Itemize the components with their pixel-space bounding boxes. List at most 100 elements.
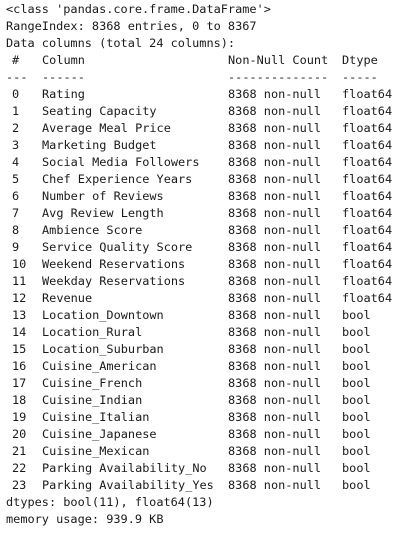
row-dtype: bool [342, 393, 371, 407]
row-nonnull-count: 8368 non-null [228, 223, 322, 237]
row-column-name: Cuisine_Japanese [42, 427, 157, 441]
row-nonnull-count: 8368 non-null [228, 325, 322, 339]
row-dtype: bool [342, 376, 371, 390]
row-nonnull-count: 8368 non-null [228, 257, 322, 271]
row-nonnull-count: 8368 non-null [228, 444, 322, 458]
row-column-name: Cuisine_Mexican [42, 444, 150, 458]
table-row: 1 Seating Capacity 8368 non-null float64 [6, 103, 396, 120]
table-row: 9 Service Quality Score 8368 non-null float… [6, 239, 396, 256]
row-nonnull-count: 8368 non-null [228, 189, 322, 203]
table-row: 3 Marketing Budget 8368 non-null float64 [6, 137, 396, 154]
row-index: 22 [12, 461, 27, 475]
row-dtype: bool [342, 308, 371, 322]
row-column-name: Location_Suburban [42, 342, 164, 356]
row-index: 15 [12, 342, 27, 356]
row-dtype: bool [342, 461, 371, 475]
row-index: 10 [12, 257, 27, 271]
memory-usage-line: memory usage: 939.9 KB [6, 512, 164, 526]
row-dtype: bool [342, 444, 371, 458]
header-nonnull: Non-Null Count [228, 53, 329, 67]
row-index: 12 [12, 291, 27, 305]
row-column-name: Cuisine_American [42, 359, 157, 373]
row-dtype: bool [342, 427, 371, 441]
row-column-name: Parking Availability_Yes [42, 478, 214, 492]
row-dtype: bool [342, 342, 371, 356]
row-nonnull-count: 8368 non-null [228, 121, 322, 135]
row-column-name: Ambience Score [42, 223, 143, 237]
row-index: 16 [12, 359, 27, 373]
table-row: 6 Number of Reviews 8368 non-null float64 [6, 188, 396, 205]
row-index: 21 [12, 444, 27, 458]
table-row: 4 Social Media Followers 8368 non-null floa… [6, 154, 396, 171]
row-dtype: bool [342, 325, 371, 339]
dtypes-line: dtypes: bool(11), float64(13) [6, 495, 214, 509]
row-index: 14 [12, 325, 27, 339]
underline-dtype: ----- [342, 70, 378, 84]
row-dtype: float64 [342, 240, 393, 254]
row-index: 4 [12, 155, 20, 169]
data-columns-line: Data columns (total 24 columns): [6, 36, 236, 50]
class-line: <class 'pandas.core.frame.DataFrame'> [6, 2, 271, 16]
row-nonnull-count: 8368 non-null [228, 342, 322, 356]
row-nonnull-count: 8368 non-null [228, 155, 322, 169]
row-index: 1 [12, 104, 20, 118]
row-column-name: Weekend Reservations [42, 257, 186, 271]
row-column-name: Avg Review Length [42, 206, 164, 220]
row-column-name: Marketing Budget [42, 138, 157, 152]
table-row: 20 Cuisine_Japanese 8368 non-null bool [6, 426, 396, 443]
row-index: 9 [12, 240, 20, 254]
table-row: 13 Location_Downtown 8368 non-null bool [6, 307, 396, 324]
row-dtype: float64 [342, 223, 393, 237]
row-column-name: Location_Rural [42, 325, 143, 339]
row-column-name: Average Meal Price [42, 121, 171, 135]
row-dtype: float64 [342, 291, 393, 305]
table-row: 15 Location_Suburban 8368 non-null bool [6, 341, 396, 358]
table-row: 2 Average Meal Price 8368 non-null float64 [6, 120, 396, 137]
header-row: # Column Non-Null Count Dtype [6, 52, 396, 69]
table-row: 11 Weekday Reservations 8368 non-null float… [6, 273, 396, 290]
row-dtype: float64 [342, 189, 393, 203]
row-dtype: bool [342, 478, 371, 492]
row-index: 6 [12, 189, 20, 203]
header-column: Column [42, 53, 85, 67]
table-row: 19 Cuisine_Italian 8368 non-null bool [6, 409, 396, 426]
table-row: 7 Avg Review Length 8368 non-null float64 [6, 205, 396, 222]
row-nonnull-count: 8368 non-null [228, 240, 322, 254]
row-nonnull-count: 8368 non-null [228, 478, 322, 492]
row-column-name: Number of Reviews [42, 189, 164, 203]
row-index: 0 [12, 87, 20, 101]
row-index: 8 [12, 223, 20, 237]
table-row: 16 Cuisine_American 8368 non-null bool [6, 358, 396, 375]
row-nonnull-count: 8368 non-null [228, 461, 322, 475]
row-dtype: float64 [342, 121, 393, 135]
row-index: 13 [12, 308, 27, 322]
row-nonnull-count: 8368 non-null [228, 274, 322, 288]
table-row: 21 Cuisine_Mexican 8368 non-null bool [6, 443, 396, 460]
row-column-name: Revenue [42, 291, 93, 305]
row-nonnull-count: 8368 non-null [228, 138, 322, 152]
row-nonnull-count: 8368 non-null [228, 376, 322, 390]
table-row: 0 Rating 8368 non-null float64 [6, 86, 396, 103]
underline-nonnull: -------------- [228, 70, 329, 84]
row-index: 3 [12, 138, 20, 152]
row-index: 19 [12, 410, 27, 424]
row-index: 5 [12, 172, 20, 186]
row-column-name: Chef Experience Years [42, 172, 193, 186]
row-nonnull-count: 8368 non-null [228, 206, 322, 220]
row-nonnull-count: 8368 non-null [228, 359, 322, 373]
row-dtype: float64 [342, 155, 393, 169]
underline-column: ------ [42, 70, 85, 84]
row-nonnull-count: 8368 non-null [228, 172, 322, 186]
row-column-name: Service Quality Score [42, 240, 193, 254]
row-column-name: Parking Availability_No [42, 461, 207, 475]
row-nonnull-count: 8368 non-null [228, 393, 322, 407]
row-nonnull-count: 8368 non-null [228, 87, 322, 101]
row-column-name: Cuisine_Indian [42, 393, 143, 407]
column-rows: 0 Rating 8368 non-null float64 1 Seating Capa… [6, 86, 396, 494]
row-nonnull-count: 8368 non-null [228, 427, 322, 441]
row-dtype: float64 [342, 206, 393, 220]
row-dtype: float64 [342, 257, 393, 271]
row-column-name: Seating Capacity [42, 104, 157, 118]
row-index: 17 [12, 376, 27, 390]
row-dtype: float64 [342, 172, 393, 186]
